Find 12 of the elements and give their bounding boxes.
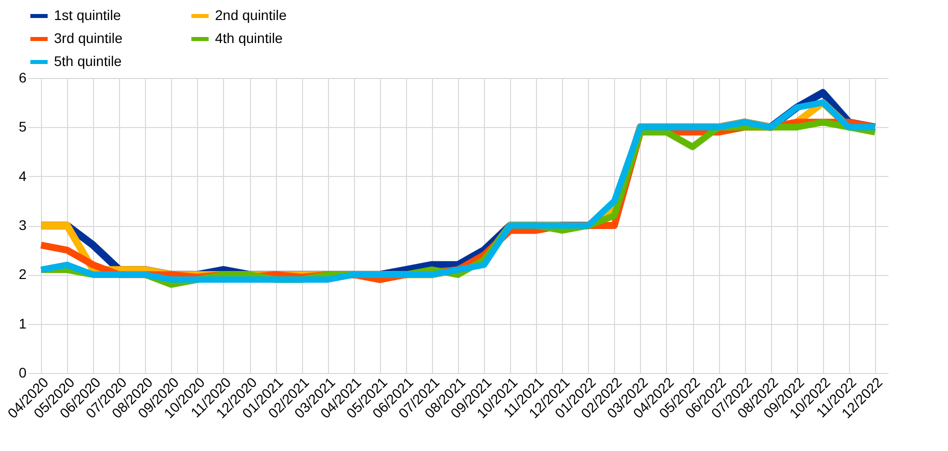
- legend-label: 2nd quintile: [215, 7, 287, 23]
- y-tick-label: 6: [18, 70, 27, 86]
- legend-label: 5th quintile: [54, 53, 122, 69]
- y-tick-label: 5: [18, 118, 27, 135]
- y-tick-label: 0: [18, 364, 27, 380]
- y-tick-label: 3: [18, 217, 27, 233]
- y-tick-label: 4: [18, 168, 27, 184]
- legend-label: 4th quintile: [215, 30, 283, 46]
- y-tick-label: 1: [18, 315, 27, 332]
- y-tick-label: 2: [18, 266, 27, 282]
- legend-label: 3rd quintile: [54, 30, 123, 46]
- legend-label: 1st quintile: [54, 7, 122, 23]
